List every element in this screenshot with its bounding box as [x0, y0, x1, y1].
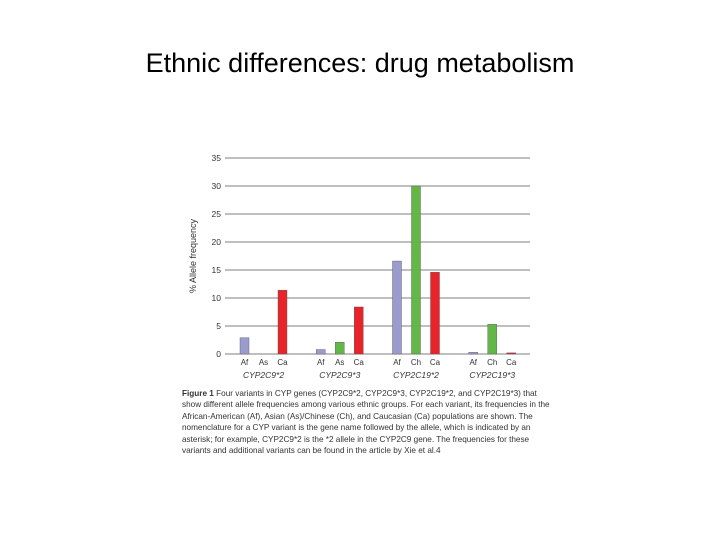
- bar: [277, 289, 288, 355]
- y-tick-label: 35: [212, 153, 222, 163]
- bar: [506, 352, 516, 355]
- slide-title: Ethnic differences: drug metabolism: [145, 48, 575, 78]
- bar: [392, 260, 402, 355]
- bar: [316, 349, 326, 355]
- bar: [354, 306, 364, 355]
- y-tick-label: 20: [212, 237, 222, 247]
- x-tick-label: Ch: [487, 358, 497, 367]
- x-tick-label: Ca: [277, 358, 288, 367]
- bar: [411, 185, 421, 355]
- group-label: CYP2C19*2: [393, 370, 439, 380]
- bar: [335, 342, 345, 355]
- x-tick-label: Af: [317, 358, 325, 367]
- bar: [487, 324, 497, 355]
- x-tick-label: Ch: [411, 358, 421, 367]
- y-tick-label: 10: [212, 293, 222, 303]
- bar: [430, 272, 440, 355]
- bar: [468, 352, 478, 355]
- figure-label: Figure 1: [182, 389, 214, 398]
- x-tick-label: As: [335, 358, 344, 367]
- group-label: CYP2C9*3: [319, 370, 360, 380]
- x-tick-label: Af: [469, 358, 477, 367]
- y-tick-label: 15: [212, 265, 222, 275]
- x-tick-label: Ca: [430, 358, 441, 367]
- figure-caption: Figure 1 Four variants in CYP genes (CYP…: [182, 388, 557, 456]
- x-tick-label: Af: [241, 358, 249, 367]
- y-axis-label: % Allele frequency: [188, 218, 198, 293]
- y-tick-label: 25: [212, 209, 222, 219]
- x-tick-label: Ca: [506, 358, 517, 367]
- y-tick-label: 30: [212, 181, 222, 191]
- chart-svg: % Allele frequency 0 5 10 15 20 25 30 35 Af As Ca CY…: [188, 153, 530, 380]
- x-tick-label: Af: [393, 358, 401, 367]
- group-label: CYP2C19*3: [469, 370, 515, 380]
- figure-caption-text: Four variants in CYP genes (CYP2C9*2, CY…: [182, 389, 550, 456]
- x-tick-label: Ca: [354, 358, 365, 367]
- bar: [239, 337, 250, 355]
- x-tick-label: As: [259, 358, 268, 367]
- allele-frequency-chart: % Allele frequency 0 5 10 15 20 25 30 35 Af As Ca CY…: [180, 150, 540, 390]
- group-label: CYP2C9*2: [243, 370, 284, 380]
- y-tick-label: 0: [216, 349, 221, 359]
- y-tick-label: 5: [216, 321, 221, 331]
